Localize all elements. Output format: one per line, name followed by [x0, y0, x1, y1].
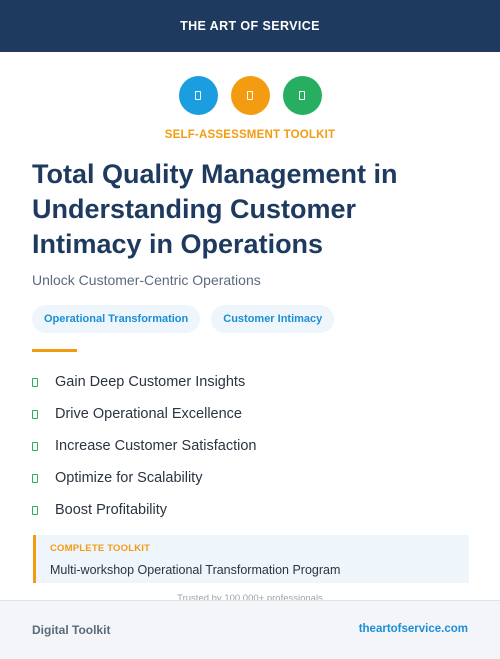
callout-text: Multi-workshop Operational Transformatio… [50, 563, 341, 577]
website-link[interactable]: theartofservice.com [358, 623, 468, 635]
callout-kicker: COMPLETE TOOLKIT [50, 543, 151, 554]
tag-customer-intimacy: Customer Intimacy [211, 305, 335, 333]
benefit-label: Optimize for Scalability [55, 470, 203, 486]
check-icon [32, 377, 38, 387]
document-icon [282, 76, 322, 115]
brand-name: THE ART OF SERVICE [180, 19, 320, 33]
document-icon [230, 76, 270, 115]
benefit-label: Boost Profitability [55, 502, 168, 518]
tag-operational-transformation: Operational Transformation [32, 305, 201, 333]
tag-list: Operational Transformation Customer Inti… [32, 305, 335, 333]
list-item: Gain Deep Customer Insights [32, 366, 256, 398]
page-subtitle: Unlock Customer-Centric Operations [32, 272, 261, 288]
toolkit-callout: COMPLETE TOOLKIT Multi-workshop Operatio… [33, 535, 469, 583]
page-title: Total Quality Management in Understandin… [32, 159, 398, 259]
benefit-label: Gain Deep Customer Insights [55, 374, 246, 390]
trusted-note: Trusted by 100,000+ professionals [177, 593, 323, 600]
icon-row [0, 76, 500, 115]
accent-divider [32, 349, 77, 352]
list-item: Increase Customer Satisfaction [32, 430, 256, 462]
footer: Digital Toolkit theartofservice.com [0, 600, 500, 659]
benefit-list: Gain Deep Customer Insights Drive Operat… [32, 366, 256, 526]
list-item: Optimize for Scalability [32, 462, 256, 494]
benefit-label: Increase Customer Satisfaction [55, 438, 257, 454]
check-icon [32, 441, 38, 451]
footer-label: Digital Toolkit [32, 623, 111, 637]
top-banner: THE ART OF SERVICE [0, 0, 500, 52]
benefit-label: Drive Operational Excellence [55, 406, 242, 422]
check-icon [32, 505, 38, 515]
document-icon [178, 76, 218, 115]
check-icon [32, 473, 38, 483]
list-item: Drive Operational Excellence [32, 398, 256, 430]
list-item: Boost Profitability [32, 494, 256, 526]
check-icon [32, 409, 38, 419]
toolkit-kicker: SELF-ASSESSMENT TOOLKIT [164, 129, 336, 141]
